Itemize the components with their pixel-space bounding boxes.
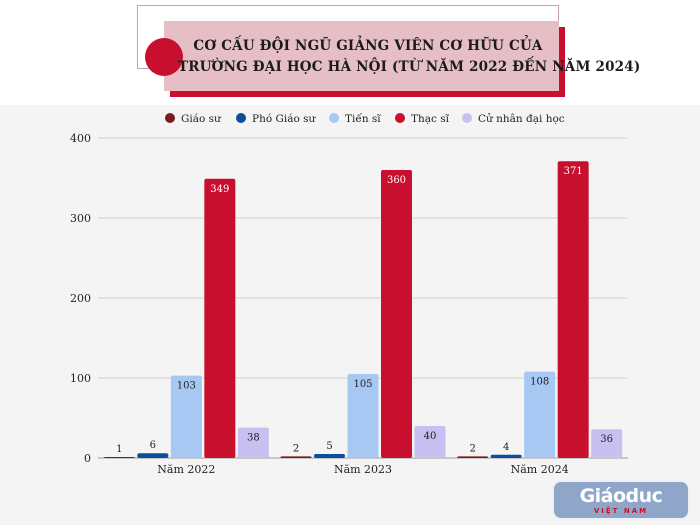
title-box — [164, 21, 559, 91]
data-label: 105 — [353, 379, 372, 390]
bar — [457, 456, 489, 458]
legend-label: Tiến sĩ — [345, 112, 381, 125]
y-tick-label: 200 — [70, 292, 91, 305]
y-tick-label: 300 — [70, 212, 91, 225]
data-label: 6 — [150, 440, 156, 451]
bar — [280, 456, 312, 458]
bar — [490, 454, 522, 458]
giaoduc-logo: Giáoduc VIỆT NAM — [552, 480, 690, 520]
data-label: 108 — [530, 377, 549, 388]
x-tick-label: Năm 2023 — [334, 463, 392, 476]
y-tick-label: 100 — [70, 372, 91, 385]
legend-label: Cử nhân đại học — [478, 112, 565, 125]
x-tick-label: Năm 2024 — [511, 463, 569, 476]
data-label: 371 — [564, 166, 583, 177]
title-dot — [145, 38, 183, 76]
bar — [591, 429, 623, 458]
logo-sub-text: VIỆT NAM — [593, 507, 649, 515]
data-label: 349 — [210, 184, 229, 195]
data-label: 103 — [177, 381, 196, 392]
data-label: 2 — [469, 443, 475, 454]
bar — [204, 178, 236, 459]
data-label: 38 — [247, 433, 260, 444]
y-tick-label: 0 — [84, 452, 91, 465]
chart-title: CƠ CẤU ĐỘI NGŨ GIẢNG VIÊN CƠ HỮU CỦA TRƯ… — [178, 36, 641, 78]
bar — [137, 453, 169, 458]
data-label: 2 — [293, 443, 299, 454]
bar — [314, 454, 345, 458]
title-line-1: CƠ CẤU ĐỘI NGŨ GIẢNG VIÊN CƠ HỮU CỦA — [193, 38, 543, 54]
legend-label: Thạc sĩ — [411, 113, 450, 125]
data-label: 36 — [600, 434, 613, 445]
legend-marker — [165, 113, 175, 123]
bar — [524, 371, 556, 458]
bar — [414, 426, 446, 458]
data-label: 4 — [503, 442, 509, 453]
data-label: 1 — [116, 444, 122, 455]
data-label: 5 — [326, 441, 332, 452]
legend-marker — [236, 113, 246, 123]
bar — [170, 375, 202, 458]
bar-chart: 0 100 200 300 400 Giáo sư Phó Giáo sư Tiến sĩ Th… — [70, 112, 628, 476]
x-tick-label: Năm 2022 — [157, 463, 215, 476]
bar — [237, 427, 269, 458]
bar — [381, 170, 412, 458]
legend-marker — [462, 113, 472, 123]
logo-main-text: Giáoduc — [579, 485, 663, 507]
legend-label: Phó Giáo sư — [252, 113, 317, 125]
title-line-2: TRƯỜNG ĐẠI HỌC HÀ NỘI (TỪ NĂM 2022 ĐẾN N… — [178, 59, 641, 75]
legend-marker — [395, 113, 405, 123]
data-label: 40 — [424, 431, 437, 442]
data-label: 360 — [387, 175, 406, 186]
legend-marker — [329, 113, 339, 123]
bar — [103, 457, 135, 458]
y-tick-label: 400 — [70, 132, 91, 145]
bar — [347, 374, 379, 458]
bar — [557, 161, 589, 458]
legend-label: Giáo sư — [181, 113, 222, 125]
